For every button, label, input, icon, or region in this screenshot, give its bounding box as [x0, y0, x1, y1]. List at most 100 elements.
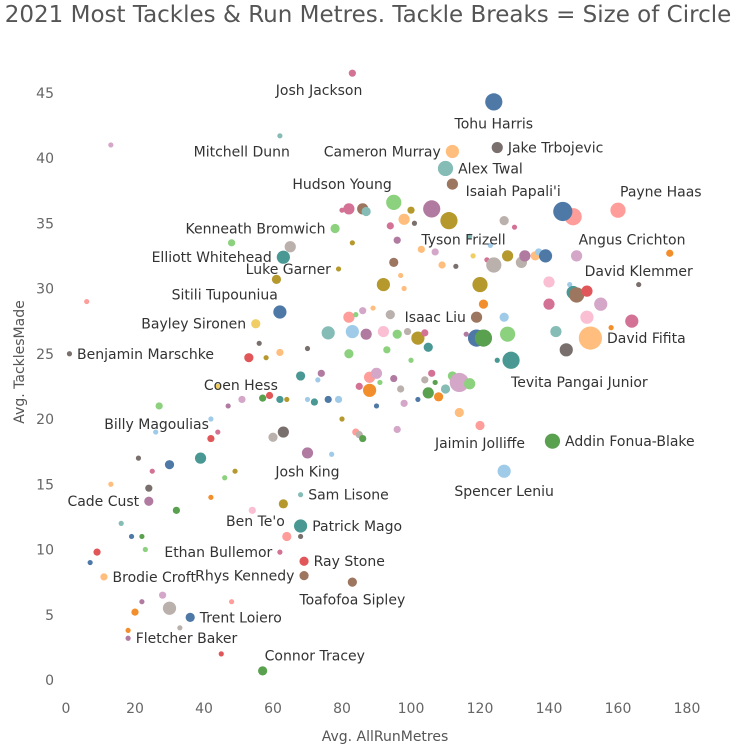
data-point: [569, 287, 585, 303]
data-point: [284, 241, 296, 253]
y-tick-label: 20: [36, 412, 54, 428]
x-tick-label: 140: [536, 701, 563, 717]
data-point: [135, 455, 142, 461]
point-label: Connor Tracey: [265, 648, 365, 664]
x-tick-label: 100: [398, 701, 425, 717]
data-point: [208, 416, 214, 422]
point-label: Jake Trbojevic: [507, 141, 603, 157]
point-label: Ethan Bullemor: [164, 545, 272, 561]
point-label: Isaiah Papali'i: [466, 184, 561, 200]
data-point: [499, 216, 509, 226]
data-point-labeled: [544, 433, 561, 449]
data-point: [361, 206, 371, 217]
data-point: [349, 240, 355, 246]
data-point-labeled: [348, 69, 356, 77]
data-point: [256, 340, 262, 346]
data-point: [359, 434, 367, 443]
data-point: [271, 274, 282, 284]
data-point: [594, 297, 608, 311]
y-axis-label: Avg. TacklesMade: [12, 300, 28, 423]
data-point-labeled: [491, 141, 503, 154]
point-label: Rhys Kennedy: [195, 569, 294, 585]
point-label: David Fifita: [607, 331, 686, 347]
data-point: [139, 533, 145, 540]
point-label: Brodie Croft: [113, 570, 197, 586]
point-label: Tohu Harris: [454, 116, 534, 132]
x-tick-label: 40: [195, 701, 213, 717]
data-point: [172, 506, 180, 514]
data-point: [470, 253, 476, 259]
data-point: [310, 398, 318, 406]
data-point: [392, 329, 402, 339]
data-point: [215, 429, 221, 435]
data-point: [159, 591, 167, 599]
point-label: Luke Garner: [246, 262, 332, 278]
point-label: Cameron Murray: [324, 144, 441, 160]
data-point: [263, 355, 269, 361]
data-point: [304, 396, 311, 403]
x-axis-label: Avg. AllRunMetres: [322, 729, 449, 745]
data-point: [329, 451, 335, 457]
data-point: [370, 367, 383, 379]
data-point: [153, 429, 159, 435]
data-point: [511, 224, 518, 230]
point-label: Mitchell Dunn: [194, 144, 290, 160]
data-point-labeled: [386, 194, 402, 210]
point-label: Elliott Whitehead: [152, 250, 272, 266]
data-point: [145, 484, 153, 492]
data-point-labeled: [330, 223, 340, 234]
data-point-labeled: [282, 531, 292, 542]
point-label: Coen Hess: [204, 378, 278, 394]
data-point: [401, 285, 407, 292]
data-point: [423, 200, 441, 218]
point-label: Isaac Liu: [405, 310, 466, 326]
x-tick-label: 80: [333, 701, 351, 717]
point-label: Trent Loiero: [199, 610, 282, 626]
data-point: [486, 257, 502, 273]
y-tick-label: 25: [36, 347, 54, 363]
data-point-labeled: [277, 133, 283, 139]
data-point: [215, 383, 221, 389]
data-point: [259, 394, 267, 402]
data-point: [386, 222, 394, 230]
data-point: [277, 426, 289, 438]
data-point: [474, 329, 493, 347]
data-point: [403, 327, 412, 336]
data-point: [225, 403, 231, 409]
y-tick-label: 35: [36, 216, 54, 232]
data-point: [428, 369, 436, 377]
data-point: [543, 276, 555, 288]
data-point: [400, 399, 408, 407]
data-point: [93, 548, 101, 556]
data-points: [66, 69, 674, 676]
data-point-labeled: [276, 395, 284, 404]
data-point: [417, 245, 425, 253]
point-label: Ray Stone: [314, 554, 385, 570]
data-point: [194, 452, 207, 464]
data-point: [440, 212, 458, 230]
data-point: [398, 272, 404, 279]
data-point: [397, 385, 405, 393]
data-point: [449, 372, 469, 393]
data-point: [377, 379, 383, 386]
data-point: [519, 250, 531, 262]
data-point: [500, 326, 516, 342]
point-label: Benjamin Marschke: [77, 347, 214, 363]
data-point: [478, 299, 489, 309]
data-point: [363, 383, 377, 397]
y-tick-label: 40: [36, 151, 54, 167]
data-point: [390, 374, 398, 383]
data-point: [345, 324, 359, 339]
data-point-labeled: [299, 556, 309, 566]
y-tick-label: 45: [36, 86, 54, 102]
data-point: [666, 249, 674, 257]
data-point: [608, 325, 614, 331]
data-point: [398, 213, 410, 225]
data-point: [423, 342, 433, 352]
point-label: Addin Fonua-Blake: [565, 434, 695, 450]
data-point-labeled: [251, 319, 261, 329]
data-point: [494, 357, 500, 363]
data-point: [432, 379, 438, 386]
point-label: Josh King: [274, 465, 339, 481]
data-point: [434, 392, 444, 402]
